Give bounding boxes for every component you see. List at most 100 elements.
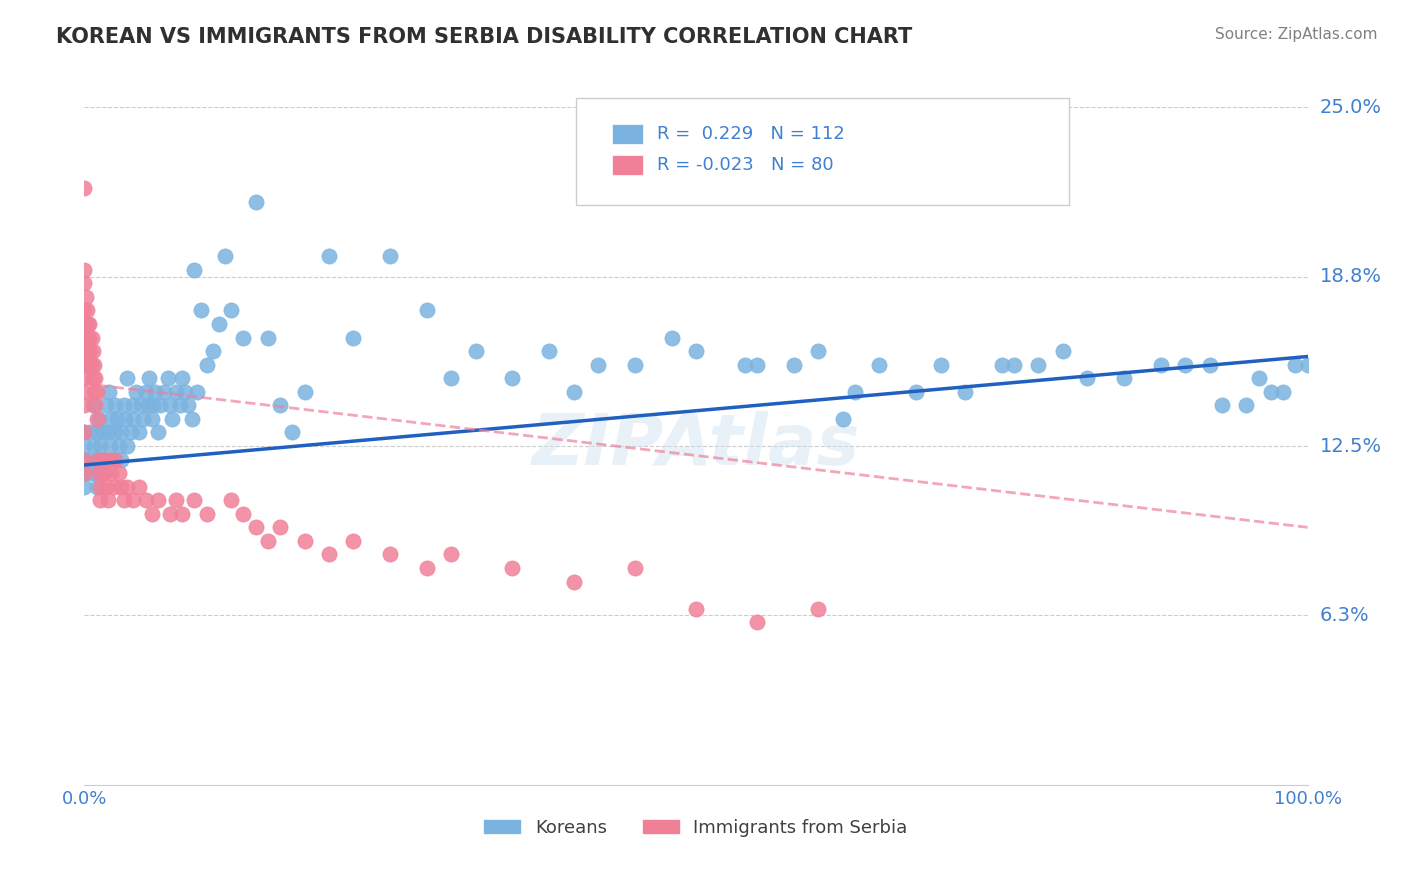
Point: [183, 262, 205, 277]
Point: [93, 466, 115, 480]
Point: [80, 330, 103, 344]
Point: [342, 330, 364, 344]
Point: [77, 330, 100, 344]
Point: [149, 398, 172, 412]
Point: [82, 344, 104, 359]
Point: [869, 358, 891, 372]
Point: [169, 398, 191, 412]
Point: [440, 371, 463, 385]
Point: [232, 330, 254, 344]
Point: [844, 384, 866, 399]
Point: [143, 384, 166, 399]
Point: [138, 371, 160, 385]
Point: [73, 344, 96, 359]
Legend: Koreans, Immigrants from Serbia: Koreans, Immigrants from Serbia: [477, 812, 915, 844]
Point: [110, 480, 132, 494]
Point: [1260, 384, 1282, 399]
Point: [120, 425, 142, 440]
Point: [294, 533, 316, 548]
Point: [115, 439, 138, 453]
Point: [76, 344, 98, 359]
Point: [183, 493, 205, 508]
Point: [257, 533, 280, 548]
Text: 25.0%: 25.0%: [1320, 97, 1382, 117]
Point: [685, 601, 707, 615]
Point: [112, 398, 135, 412]
Point: [416, 303, 439, 318]
Point: [110, 425, 132, 440]
Point: [146, 493, 169, 508]
Point: [132, 412, 155, 426]
Point: [96, 480, 118, 494]
Point: [1272, 384, 1295, 399]
Text: 12.5%: 12.5%: [1320, 436, 1382, 456]
Point: [75, 358, 97, 372]
Point: [172, 507, 194, 521]
Point: [105, 412, 128, 426]
Point: [79, 425, 101, 440]
Point: [76, 330, 98, 344]
Point: [342, 533, 364, 548]
Point: [156, 371, 179, 385]
Point: [97, 425, 120, 440]
Point: [73, 384, 96, 399]
Point: [73, 480, 96, 494]
Point: [73, 425, 96, 440]
Point: [97, 493, 120, 508]
Text: R = -0.023   N = 80: R = -0.023 N = 80: [657, 156, 834, 174]
Point: [91, 452, 114, 467]
Point: [86, 452, 108, 467]
Point: [1247, 371, 1270, 385]
Point: [73, 277, 96, 291]
Point: [538, 344, 561, 359]
Point: [128, 480, 150, 494]
Point: [73, 330, 96, 344]
Point: [82, 371, 104, 385]
Text: 6.3%: 6.3%: [1320, 606, 1369, 625]
Point: [905, 384, 928, 399]
Text: R =  0.229   N = 112: R = 0.229 N = 112: [657, 125, 845, 143]
Point: [79, 358, 101, 372]
Point: [77, 358, 100, 372]
Point: [135, 384, 157, 399]
Point: [159, 507, 181, 521]
Point: [219, 493, 242, 508]
Point: [1052, 344, 1074, 359]
Point: [104, 398, 127, 412]
Point: [929, 358, 952, 372]
Point: [77, 317, 100, 331]
Point: [84, 466, 107, 480]
Point: [281, 425, 304, 440]
Point: [103, 480, 125, 494]
Point: [294, 384, 316, 399]
Point: [96, 398, 118, 412]
Point: [146, 425, 169, 440]
Point: [195, 507, 218, 521]
Point: [318, 548, 340, 562]
Point: [107, 466, 129, 480]
Text: 18.8%: 18.8%: [1320, 267, 1382, 286]
Point: [87, 466, 110, 480]
Point: [219, 303, 242, 318]
Point: [1198, 358, 1220, 372]
Point: [141, 507, 163, 521]
Point: [380, 548, 402, 562]
Point: [87, 452, 110, 467]
Point: [624, 561, 647, 575]
Point: [89, 493, 111, 508]
Point: [115, 371, 138, 385]
Point: [747, 615, 769, 630]
Point: [165, 384, 187, 399]
Point: [269, 520, 291, 534]
Point: [1028, 358, 1050, 372]
Point: [953, 384, 976, 399]
Point: [380, 249, 402, 263]
Point: [1236, 398, 1258, 412]
Point: [502, 561, 524, 575]
Point: [1114, 371, 1136, 385]
Point: [73, 439, 96, 453]
Point: [104, 425, 127, 440]
Point: [79, 466, 101, 480]
Point: [101, 452, 124, 467]
Point: [79, 344, 101, 359]
